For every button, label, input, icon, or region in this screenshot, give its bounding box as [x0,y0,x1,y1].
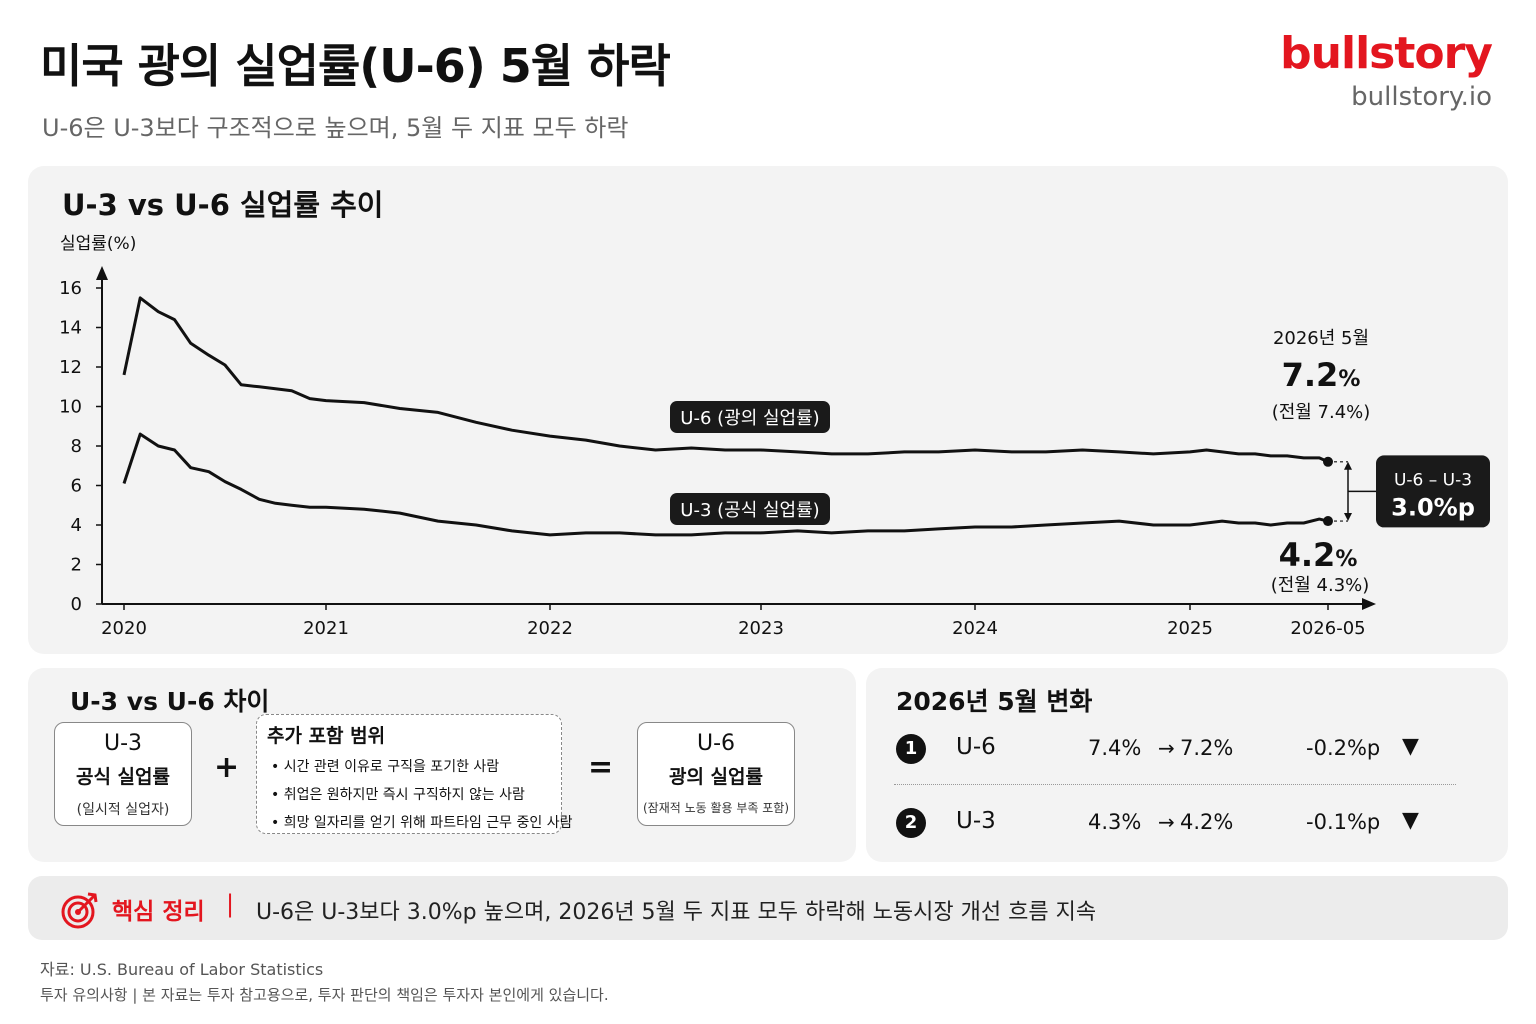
change-from: 7.4% [1088,736,1142,760]
change-panel [866,668,1508,862]
extra-item: • 희망 일자리를 얻기 위해 파트타임 근무 중인 사람 [271,815,573,831]
x-tick-label: 2025 [1167,618,1213,639]
series-endpoint [1323,456,1333,467]
source-note: 자료: U.S. Bureau of Labor Statistics [40,960,324,979]
down-triangle-icon: ▼ [1402,808,1419,833]
key-summary-text: U-6은 U-3보다 3.0%p 높으며, 2026년 5월 두 지표 모두 하… [256,900,1097,925]
plus-sign: + [214,750,240,785]
u3-box: U-3 공식 실업률 (일시적 실업자) [54,722,192,826]
u6-box: U-6 광의 실업률 (잠재적 노동 활용 부족 포함) [637,722,795,826]
y-tick-label: 14 [59,318,82,339]
extra-scope-title: 추가 포함 범위 [267,725,386,747]
y-tick-label: 12 [59,357,82,378]
u6-name: 광의 실업률 [668,766,763,788]
arrow-right-icon: → [1158,736,1175,760]
change-name: U-3 [956,808,996,834]
disclaimer: 투자 유의사항 | 본 자료는 투자 참고용으로, 투자 판단의 책임은 투자자… [40,986,609,1004]
series-label-pill [670,493,830,525]
gap-arrow-down [1344,513,1352,522]
u6-date-label: 2026년 5월 [1273,328,1369,349]
gap-badge-value: 3.0%p [1391,493,1475,521]
gap-badge-label: U-6 – U-3 [1394,470,1472,490]
key-summary-panel [28,876,1508,940]
key-divider: | [226,890,235,918]
key-summary-label: 핵심 정리 [112,899,205,925]
row-divider [894,784,1456,785]
number-badge-icon: 1 [896,734,926,764]
equals-sign: = [588,750,614,785]
change-row-u6: 1 U-6 7.4% → 7.2% -0.2%p ▼ [896,732,1456,772]
x-tick-label: 2020 [101,618,147,639]
number-badge-icon: 2 [896,808,926,838]
brand-url: bullstory.io [1351,82,1492,112]
page-title: 미국 광의 실업률(U-6) 5월 하락 [40,39,671,93]
page-subtitle: U-6은 U-3보다 구조적으로 높으며, 5월 두 지표 모두 하락 [42,114,629,142]
y-tick-label: 0 [71,594,82,615]
y-axis-label: 실업률(%) [60,234,136,254]
change-from: 4.3% [1088,810,1142,834]
u3-prev-label: (전월 4.3%) [1271,575,1370,596]
y-tick-label: 8 [71,436,82,457]
change-to: 7.2% [1180,736,1234,760]
u3-name: 공식 실업률 [75,766,170,788]
x-tick-label: 2022 [527,618,573,639]
change-diff: -0.2%p [1306,736,1381,760]
chart-title: U-3 vs U-6 실업률 추이 [62,188,384,222]
y-tick-label: 6 [71,476,82,497]
u6-value-label: 7.2% [1282,356,1361,394]
extra-scope-box: 추가 포함 범위 • 시간 관련 이유로 구직을 포기한 사람 • 취업은 원하… [256,714,573,834]
series-line-u6 [122,296,1329,464]
u3-code: U-3 [103,731,143,756]
u6-prev-label: (전월 7.4%) [1272,402,1371,423]
x-tick-label: 2023 [738,618,784,639]
series-endpoint [1323,516,1333,527]
change-title: 2026년 5월 변화 [896,687,1093,716]
change-diff: -0.1%p [1306,810,1381,834]
line-chart: 실업률(%) 0 2 4 6 8 10 12 14 16 2020 2021 2022 2023 2024 2… [59,234,1490,639]
series-label: U-3 (공식 실업률) [680,500,819,521]
u3-value-label: 4.2% [1279,536,1358,574]
diff-title: U-3 vs U-6 차이 [70,687,270,716]
arrow-right-icon: → [1158,810,1175,834]
y-tick-label: 2 [71,555,82,576]
change-name: U-6 [956,734,996,760]
y-tick-label: 4 [71,515,82,536]
change-row-u3: 2 U-3 4.3% → 4.2% -0.1%p ▼ [896,806,1456,846]
u3-desc: (일시적 실업자) [76,802,170,818]
extra-item: • 취업은 원하지만 즉시 구직하지 않는 사람 [271,787,525,803]
gap-arrow-up [1344,461,1352,470]
y-tick-label: 10 [59,397,82,418]
series-label: U-6 (광의 실업률) [680,408,819,429]
y-axis-arrow [96,266,108,280]
x-tick-label: 2024 [952,618,998,639]
x-tick-label: 2026-05 [1290,618,1365,639]
target-icon [61,892,98,929]
down-triangle-icon: ▼ [1402,734,1419,759]
x-tick-label: 2021 [303,618,349,639]
extra-item: • 시간 관련 이유로 구직을 포기한 사람 [271,759,500,775]
y-tick-label: 16 [59,278,82,299]
series-label-pill [670,401,830,433]
gap-badge [1376,455,1490,528]
u6-desc: (잠재적 노동 활용 부족 포함) [642,801,790,815]
u6-code: U-6 [696,731,736,756]
change-to: 4.2% [1180,810,1234,834]
x-axis-arrow [1362,598,1376,610]
brand-logo: bullstory [1280,28,1493,79]
series-line-u3 [122,432,1329,537]
